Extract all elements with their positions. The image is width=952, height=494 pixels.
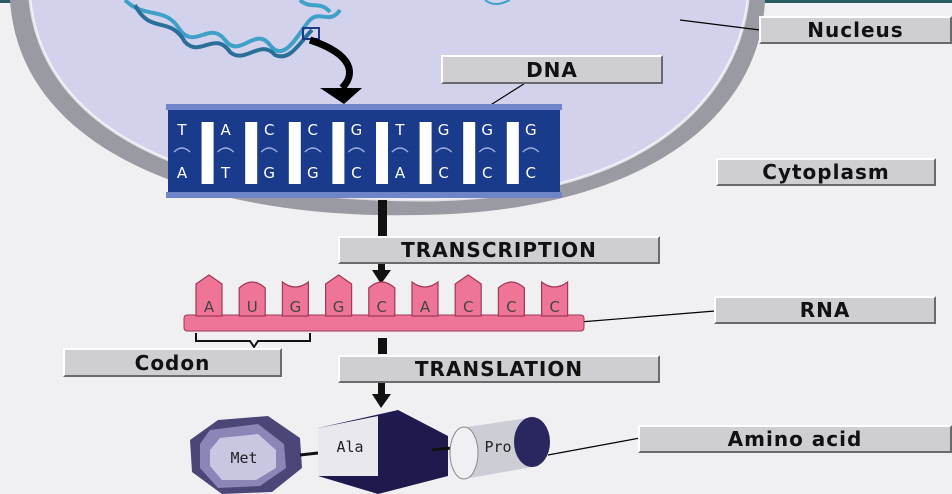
rna-base-label: C bbox=[506, 298, 516, 316]
dna-bottom-base: C bbox=[351, 164, 361, 182]
peptide-bond-2 bbox=[431, 446, 453, 452]
dna-top-base: G bbox=[481, 121, 493, 139]
dna-rung-gap bbox=[506, 122, 519, 184]
label-transcription: TRANSCRIPTION bbox=[338, 236, 660, 264]
rna-nucleotide bbox=[325, 274, 353, 317]
rna-base-label: C bbox=[377, 298, 387, 316]
peptide-bond-1 bbox=[299, 451, 319, 457]
label-dna: DNA bbox=[441, 55, 663, 84]
label-codon: Codon bbox=[63, 348, 282, 377]
rna-base-label: A bbox=[420, 298, 431, 316]
dna-bond bbox=[522, 147, 540, 153]
dna-bottom-base: G bbox=[263, 164, 275, 182]
dna-bottom-base: T bbox=[220, 164, 231, 182]
dna-bond bbox=[304, 147, 322, 153]
dna-bond bbox=[260, 147, 278, 153]
label-amino-acid: Amino acid bbox=[638, 425, 952, 453]
dna-rung-gap bbox=[201, 122, 214, 184]
label-cytoplasm: Cytoplasm bbox=[716, 158, 936, 186]
dna-bottom-base: A bbox=[395, 164, 406, 182]
dna-rung-gap bbox=[376, 122, 388, 184]
dna-top-base: C bbox=[264, 121, 274, 139]
dna-bond bbox=[173, 147, 191, 153]
rna-base-label: C bbox=[463, 298, 473, 316]
dna-rung-gap bbox=[332, 122, 345, 184]
rna-nucleotide bbox=[195, 274, 223, 317]
rna-nucleotide bbox=[281, 280, 309, 317]
dna-bond bbox=[391, 147, 409, 153]
amino-acid-label-pro: Pro bbox=[484, 438, 511, 456]
flow-arrows bbox=[372, 200, 391, 408]
dna-rung-gap bbox=[419, 122, 432, 184]
amino-acid-label-ala: Ala bbox=[336, 438, 363, 456]
amino-acid-label-met: Met bbox=[230, 449, 257, 467]
amino-acid-ala: Ala bbox=[318, 410, 448, 494]
dna-helix bbox=[123, 0, 511, 59]
dna-bond bbox=[347, 147, 365, 153]
dna-bond bbox=[217, 147, 235, 153]
dna-rung-gap bbox=[245, 122, 258, 184]
amino-acid-chain: Met Ala Pro bbox=[190, 410, 550, 494]
rna-base-label: A bbox=[204, 298, 215, 316]
amino-acid-pro: Pro bbox=[449, 417, 550, 480]
rna-nucleotide bbox=[541, 280, 569, 317]
codon-bracket bbox=[195, 333, 311, 349]
rna-nucleotide bbox=[454, 274, 482, 317]
rna-base-label: C bbox=[549, 298, 559, 316]
label-rna: RNA bbox=[714, 296, 936, 324]
label-translation: TRANSLATION bbox=[338, 355, 660, 383]
dna-top-base: G bbox=[351, 121, 363, 139]
dna-bond bbox=[435, 147, 453, 153]
rna-nucleotide bbox=[497, 281, 525, 317]
rna-base-label: G bbox=[333, 298, 345, 316]
dna-top-base: T bbox=[176, 121, 187, 139]
rna-base-label: U bbox=[247, 298, 258, 316]
dna-ladder: T A A T C G C G G C T A G C G C G C bbox=[166, 104, 562, 198]
zoom-arrow bbox=[308, 36, 362, 104]
dna-bottom-base: C bbox=[482, 164, 492, 182]
dna-bond bbox=[478, 147, 496, 153]
dna-bottom-base: A bbox=[177, 164, 188, 182]
dna-top-base: T bbox=[394, 121, 405, 139]
dna-rung-gap bbox=[288, 122, 301, 184]
rna-nucleotide bbox=[238, 281, 266, 317]
amino-acid-met: Met bbox=[190, 416, 302, 494]
dna-bottom-base: C bbox=[526, 164, 536, 182]
dna-rung-gap bbox=[463, 122, 476, 184]
rna-base-label: G bbox=[290, 298, 302, 316]
dna-bottom-base: G bbox=[307, 164, 319, 182]
dna-top-base: G bbox=[525, 121, 537, 139]
label-nucleus: Nucleus bbox=[759, 16, 952, 44]
dna-top-base: A bbox=[220, 121, 231, 139]
dna-top-base: G bbox=[438, 121, 450, 139]
rna-nucleotide bbox=[368, 281, 396, 317]
rna-nucleotide bbox=[411, 280, 439, 317]
dna-bottom-base: C bbox=[438, 164, 448, 182]
dna-top-base: C bbox=[308, 121, 318, 139]
